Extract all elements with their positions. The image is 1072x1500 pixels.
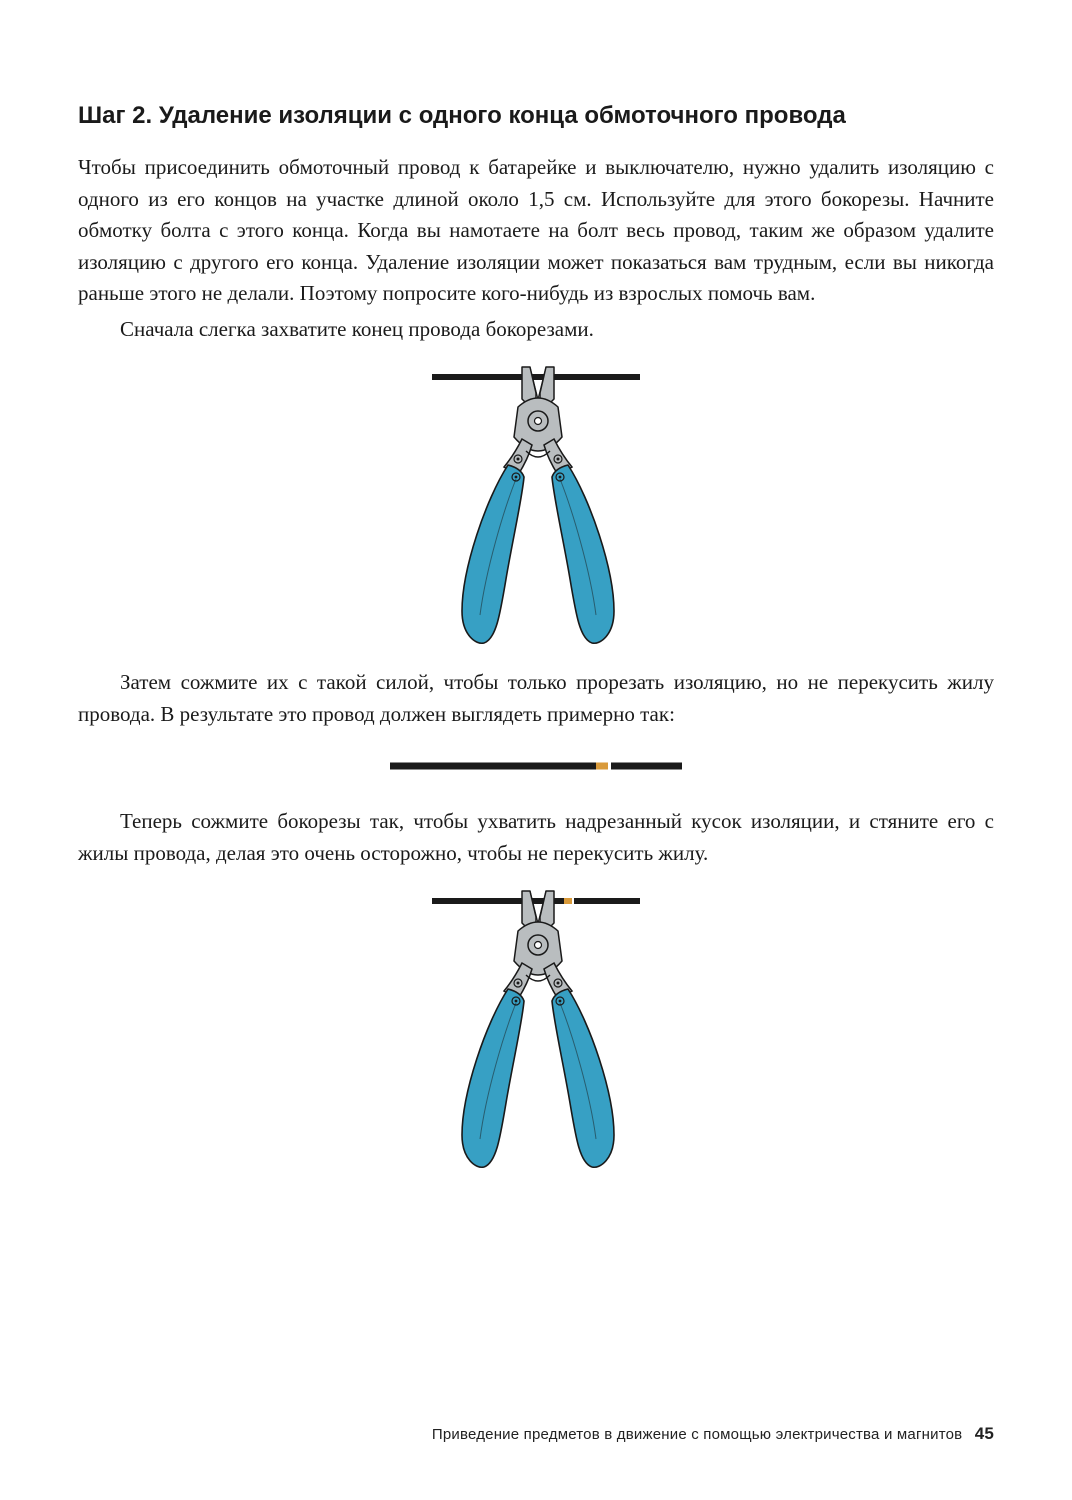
page-footer: Приведение предметов в движение с помощь…	[432, 1424, 994, 1444]
paragraph-3: Затем сожмите их с такой силой, чтобы то…	[78, 667, 994, 730]
page-number: 45	[975, 1424, 994, 1443]
pliers-illustration-2	[426, 883, 646, 1173]
paragraph-4: Теперь сожмите бокорезы так, чтобы ухват…	[78, 806, 994, 869]
footer-chapter-title: Приведение предметов в движение с помощь…	[432, 1426, 962, 1443]
figure-2-cut-wire	[78, 756, 994, 776]
step-heading: Шаг 2. Удаление изоляции с одного конца …	[78, 100, 994, 132]
pliers-illustration-1	[426, 359, 646, 649]
wire-notched-illustration	[386, 756, 686, 776]
paragraph-1: Чтобы присоединить обмоточный провод к б…	[78, 152, 994, 310]
figure-1-pliers-grip	[78, 359, 994, 649]
figure-3-pliers-strip	[78, 883, 994, 1173]
paragraph-2: Сначала слегка захватите конец провода б…	[78, 314, 994, 346]
